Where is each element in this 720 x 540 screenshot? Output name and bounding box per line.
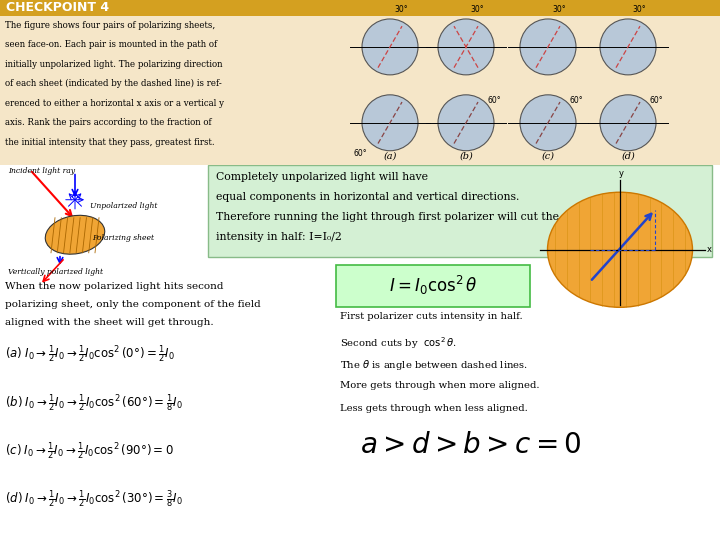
Text: aligned with the sheet will get through.: aligned with the sheet will get through. (5, 318, 214, 327)
Text: 30°: 30° (552, 5, 566, 14)
Ellipse shape (362, 95, 418, 151)
Text: 60°: 60° (650, 96, 664, 105)
FancyBboxPatch shape (336, 265, 530, 307)
Text: First polarizer cuts intensity in half.: First polarizer cuts intensity in half. (340, 312, 523, 321)
Ellipse shape (438, 95, 494, 151)
Text: 30°: 30° (470, 5, 484, 14)
FancyBboxPatch shape (208, 165, 712, 257)
Text: $(c)\; I_0 \rightarrow \frac{1}{2}I_0 \rightarrow \frac{1}{2}I_0\cos^2(90°) = 0$: $(c)\; I_0 \rightarrow \frac{1}{2}I_0 \r… (5, 440, 174, 462)
Ellipse shape (547, 192, 693, 307)
Ellipse shape (600, 95, 656, 151)
Ellipse shape (362, 19, 418, 75)
Ellipse shape (520, 95, 576, 151)
Ellipse shape (520, 19, 576, 75)
Text: Incident light ray: Incident light ray (8, 167, 75, 175)
Text: Less gets through when less aligned.: Less gets through when less aligned. (340, 404, 528, 413)
Text: (c): (c) (541, 152, 554, 161)
Text: $I = I_0 \cos^2 \theta$: $I = I_0 \cos^2 \theta$ (389, 274, 477, 298)
Text: (d): (d) (621, 152, 635, 161)
Text: More gets through when more aligned.: More gets through when more aligned. (340, 381, 539, 390)
Text: x: x (707, 245, 712, 254)
Text: Polarizing sheet: Polarizing sheet (92, 234, 154, 242)
Text: intensity in half: I=I₀/2: intensity in half: I=I₀/2 (216, 232, 342, 242)
Text: $(a)\; I_0 \rightarrow \frac{1}{2}I_0 \rightarrow \frac{1}{2}I_0\cos^2(0°) = \fr: $(a)\; I_0 \rightarrow \frac{1}{2}I_0 \r… (5, 343, 175, 364)
Ellipse shape (438, 19, 494, 75)
Text: $(b)\; I_0 \rightarrow \frac{1}{2}I_0 \rightarrow \frac{1}{2}I_0\cos^2(60°) = \f: $(b)\; I_0 \rightarrow \frac{1}{2}I_0 \r… (5, 392, 183, 414)
Text: The $\theta$ is angle between dashed lines.: The $\theta$ is angle between dashed lin… (340, 358, 528, 372)
Text: of each sheet (indicated by the dashed line) is ref-: of each sheet (indicated by the dashed l… (5, 79, 222, 89)
Text: 30°: 30° (394, 5, 408, 14)
Text: Second cuts by  $\cos^2 \theta$.: Second cuts by $\cos^2 \theta$. (340, 335, 457, 350)
Text: (a): (a) (383, 152, 397, 161)
Text: 60°: 60° (570, 96, 584, 105)
Text: Therefore running the light through first polarizer will cut the: Therefore running the light through firs… (216, 212, 559, 222)
Text: equal components in horizontal and vertical directions.: equal components in horizontal and verti… (216, 192, 519, 202)
Text: y: y (618, 168, 624, 178)
Text: $(d)\; I_0 \rightarrow \frac{1}{2}I_0 \rightarrow \frac{1}{2}I_0\cos^2(30°) = \f: $(d)\; I_0 \rightarrow \frac{1}{2}I_0 \r… (5, 488, 183, 510)
Text: CHECKPOINT 4: CHECKPOINT 4 (6, 2, 109, 15)
Text: seen face-on. Each pair is mounted in the path of: seen face-on. Each pair is mounted in th… (5, 40, 217, 50)
Text: (b): (b) (459, 152, 473, 161)
Text: axis. Rank the pairs according to the fraction of: axis. Rank the pairs according to the fr… (5, 118, 212, 127)
Text: When the now polarized light hits second: When the now polarized light hits second (5, 282, 223, 291)
Text: Unpolarized light: Unpolarized light (90, 202, 158, 210)
Text: 30°: 30° (632, 5, 646, 14)
Text: 60°: 60° (354, 148, 368, 158)
FancyBboxPatch shape (0, 0, 720, 16)
Text: initially unpolarized light. The polarizing direction: initially unpolarized light. The polariz… (5, 60, 222, 69)
Text: 60°: 60° (488, 96, 502, 105)
Text: erenced to either a horizontal x axis or a vertical y: erenced to either a horizontal x axis or… (5, 99, 224, 108)
Ellipse shape (600, 19, 656, 75)
FancyBboxPatch shape (0, 0, 720, 165)
Text: The figure shows four pairs of polarizing sheets,: The figure shows four pairs of polarizin… (5, 21, 215, 30)
Text: Completely unpolarized light will have: Completely unpolarized light will have (216, 172, 428, 181)
Text: the initial intensity that they pass, greatest first.: the initial intensity that they pass, gr… (5, 138, 215, 147)
Text: $a > d > b > c = 0$: $a > d > b > c = 0$ (360, 432, 582, 459)
Text: Vertically polarized light: Vertically polarized light (8, 268, 103, 276)
Text: polarizing sheet, only the component of the field: polarizing sheet, only the component of … (5, 300, 261, 309)
Ellipse shape (45, 215, 104, 254)
